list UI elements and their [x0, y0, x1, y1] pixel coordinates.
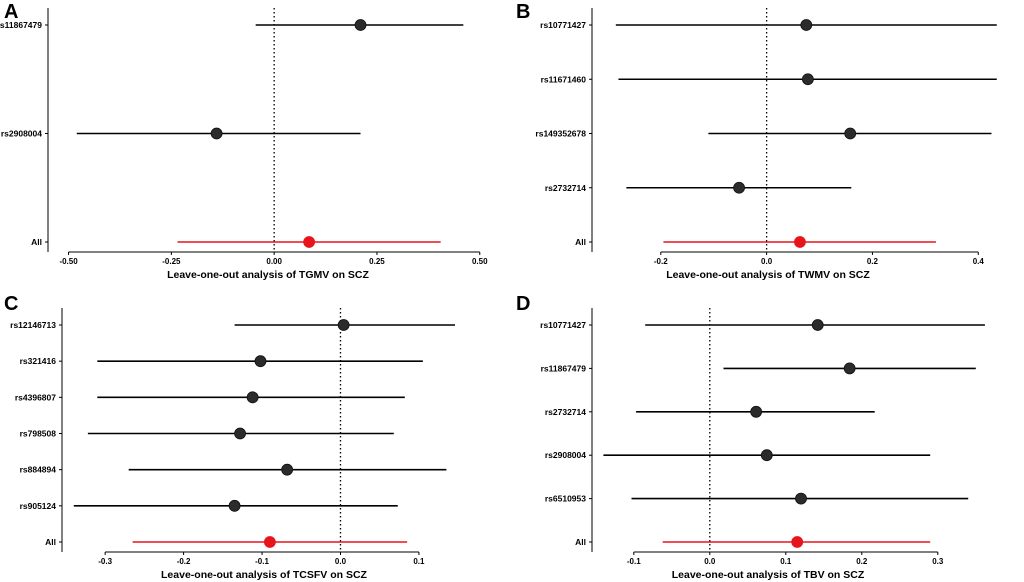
- panel-d-row-label: rs2908004: [545, 450, 586, 460]
- panel-b-x-tick-label: 0.4: [973, 257, 985, 266]
- panel-d-estimate-point: [750, 405, 763, 418]
- panel-c: C Leave-one-out analysis of TCSFV on SCZ…: [4, 293, 456, 581]
- panel-c-estimate-point: [254, 355, 267, 368]
- panel-a-x-tick-label: 0.25: [369, 257, 385, 266]
- panel-c-row-label: rs321416: [20, 356, 57, 366]
- panel-c-x-tick-label: 0.1: [413, 557, 425, 566]
- panel-c-estimate-point: [337, 319, 350, 331]
- panel-c-row-label: rs798508: [20, 429, 57, 439]
- panel-a-x-axis-label: Leave-one-out analysis of TGMV on SCZ: [167, 269, 369, 281]
- panel-b-x-tick-label: -0.2: [654, 257, 668, 266]
- panel-d-row-label: rs2732714: [545, 407, 586, 417]
- panel-d-x-tick-label: 0.1: [780, 557, 792, 566]
- panel-b-x-tick-label: 0.0: [761, 257, 773, 266]
- panel-a-x-tick-label: -0.50: [59, 257, 78, 266]
- panel-c-row-label: All: [45, 537, 56, 547]
- panel-a-estimate-point: [210, 127, 223, 140]
- panel-d-x-axis-label: Leave-one-out analysis of TBV on SCZ: [672, 569, 865, 581]
- panel-c-x-tick-label: -0.1: [255, 557, 269, 566]
- panel-b-row-label: rs149352678: [535, 129, 586, 139]
- panel-c-row-label: rs905124: [20, 501, 57, 511]
- panel-b-estimate-point: [800, 19, 813, 31]
- panel-d: D Leave-one-out analysis of TBV on SCZ -…: [516, 293, 985, 581]
- panel-d-estimate-point: [795, 492, 807, 505]
- panel-d-x-tick-label: 0.2: [856, 557, 868, 566]
- panel-a-estimate-point: [354, 19, 367, 31]
- panel-b-row-label: rs2732714: [545, 183, 586, 193]
- panel-a-row-label: All: [31, 237, 42, 247]
- panel-c-row-label: rs12146713: [10, 320, 56, 330]
- panel-b-estimate-point: [801, 73, 814, 86]
- panel-c-x-tick-label: -0.3: [98, 557, 112, 566]
- panel-c-estimate-point: [263, 536, 276, 548]
- panel-a-x-tick-label: 0.00: [266, 257, 282, 266]
- panel-c-estimate-point: [228, 499, 241, 512]
- panel-c-estimate-point: [234, 427, 246, 440]
- panel-b-estimate-point: [844, 127, 857, 140]
- panel-a-letter: A: [4, 1, 18, 23]
- panel-a-estimate-point: [303, 236, 316, 248]
- panel-c-x-tick-label: 0.0: [335, 557, 347, 566]
- panel-b: B Leave-one-out analysis of TWMV on SCZ …: [516, 1, 997, 281]
- panel-c-estimate-point: [246, 391, 259, 404]
- panel-c-row-label: rs884894: [20, 465, 57, 475]
- panel-b-x-tick-label: 0.2: [867, 257, 879, 266]
- panel-d-row-label: All: [575, 537, 586, 547]
- panel-d-estimate-point: [843, 362, 856, 375]
- panel-b-row-label: rs11671460: [541, 74, 587, 84]
- panel-c-x-tick-label: -0.2: [177, 557, 191, 566]
- panel-a: A Leave-one-out analysis of TGMV on SCZ …: [0, 1, 488, 281]
- panel-c-letter: C: [4, 293, 18, 315]
- panel-b-estimate-point: [794, 236, 806, 248]
- panel-d-estimate-point: [811, 319, 824, 331]
- panel-d-estimate-point: [791, 536, 804, 548]
- panel-c-estimate-point: [281, 463, 294, 476]
- panel-d-estimate-point: [760, 449, 773, 462]
- panel-d-x-tick-label: -0.1: [627, 557, 641, 566]
- panel-a-x-tick-label: 0.50: [472, 257, 488, 266]
- panel-c-row-label: rs4396807: [15, 392, 56, 402]
- panel-d-x-tick-label: 0.0: [704, 557, 716, 566]
- panel-b-x-axis-label: Leave-one-out analysis of TWMV on SCZ: [666, 269, 870, 281]
- panel-a-row-label: rs11867479: [0, 20, 42, 30]
- panel-d-row-label: rs6510953: [545, 494, 586, 504]
- panel-b-row-label: rs10771427: [540, 20, 586, 30]
- panel-d-letter: D: [516, 293, 530, 315]
- panel-b-row-label: All: [575, 237, 586, 247]
- panel-c-x-axis-label: Leave-one-out analysis of TCSFV on SCZ: [161, 569, 368, 581]
- panel-b-letter: B: [516, 1, 530, 23]
- panel-a-x-tick-label: -0.25: [162, 257, 181, 266]
- panel-a-row-label: rs2908004: [1, 129, 42, 139]
- panel-d-x-tick-label: 0.3: [932, 557, 944, 566]
- panel-d-row-label: rs10771427: [540, 320, 586, 330]
- panel-b-estimate-point: [733, 181, 745, 194]
- panel-d-row-label: rs11867479: [541, 363, 587, 373]
